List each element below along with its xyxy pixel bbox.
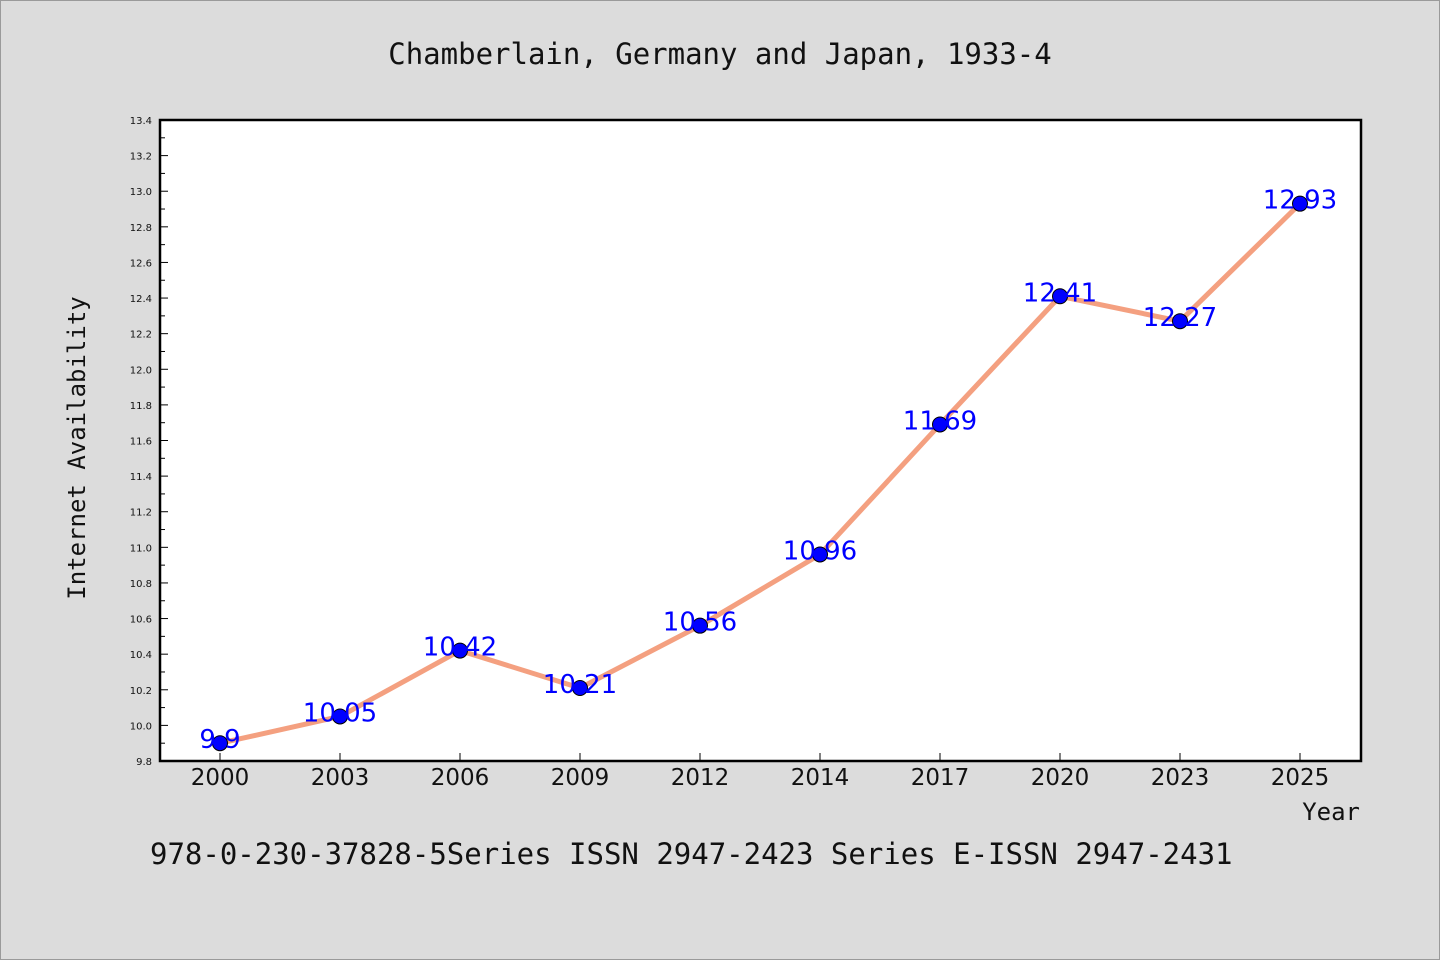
- data-label: 10.56: [663, 608, 737, 638]
- data-label: 10.05: [303, 698, 377, 728]
- x-tick-label: 2025: [1271, 765, 1330, 791]
- y-axis-label: Internet Availability: [63, 296, 91, 599]
- x-tick-label: 2012: [671, 765, 730, 791]
- data-label: 10.21: [543, 670, 617, 700]
- y-tick-label: 13.2: [130, 152, 152, 163]
- x-tick-label: 2017: [911, 765, 970, 791]
- y-axis: 9.8 10.0 10.2 10.4 10.6 10.8 11.0 11.2 11.4 11.6 1…: [130, 116, 168, 768]
- y-tick-label: 12.0: [130, 365, 152, 376]
- y-tick-label: 13.4: [130, 116, 152, 127]
- data-label: 12.93: [1263, 186, 1337, 216]
- y-tick-label: 11.4: [130, 472, 152, 483]
- y-tick-label: 12.4: [130, 294, 152, 305]
- data-label: 12.41: [1023, 278, 1097, 308]
- y-tick-label: 11.2: [130, 508, 152, 519]
- y-tick-label: 13.0: [130, 187, 152, 198]
- data-label: 10.96: [783, 536, 857, 566]
- y-tick-label: 11.6: [130, 437, 152, 448]
- data-label: 10.42: [423, 633, 497, 663]
- data-label: 9.9: [199, 725, 240, 755]
- x-tick-label: 2014: [791, 765, 850, 791]
- y-tick-label: 10.2: [130, 686, 152, 697]
- y-tick-label: 9.8: [136, 757, 152, 768]
- x-tick-label: 2020: [1031, 765, 1090, 791]
- data-point: [1172, 313, 1188, 330]
- y-tick-label: 12.8: [130, 223, 152, 234]
- x-axis-label: Year: [1302, 798, 1360, 826]
- plot-area: [158, 118, 1363, 763]
- x-tick-label: 2006: [431, 765, 490, 791]
- data-point: [692, 617, 708, 634]
- y-tick-label: 10.8: [130, 579, 152, 590]
- y-tick-label: 11.0: [130, 543, 152, 554]
- y-tick-label: 12.6: [130, 258, 152, 269]
- data-label: 11.69: [903, 406, 977, 436]
- data-point: [932, 416, 948, 433]
- x-tick-label: 2009: [551, 765, 610, 791]
- x-tick-label: 2003: [311, 765, 370, 791]
- series-line: [219, 201, 1302, 746]
- y-tick-label: 10.6: [130, 615, 152, 626]
- data-labels: 9.9 10.05 10.42 10.21 10.56 10.96 11.69 12.41 12…: [199, 186, 1337, 756]
- series-markers: [212, 195, 1308, 752]
- data-point: [212, 735, 228, 752]
- data-point: [1052, 288, 1068, 305]
- data-point: [1292, 195, 1308, 212]
- y-tick-label: 10.4: [130, 650, 152, 661]
- x-axis: 2000 2003 2006 2009 2012 2014 2017 2020 2023 2025: [191, 753, 1330, 791]
- x-tick-label: 2000: [191, 765, 250, 791]
- data-point: [572, 679, 588, 696]
- data-label: 12.27: [1143, 303, 1217, 333]
- x-tick-label: 2023: [1151, 765, 1210, 791]
- y-tick-label: 10.0: [130, 721, 152, 732]
- chart-title: Chamberlain, Germany and Japan, 1933-4: [388, 37, 1051, 71]
- y-tick-label: 11.8: [130, 401, 152, 412]
- data-point: [452, 642, 468, 659]
- y-tick-label: 12.2: [130, 330, 152, 341]
- series-polyline: [219, 201, 1302, 746]
- data-point: [332, 708, 348, 725]
- data-point: [812, 546, 828, 563]
- footer-isbn-text: 978-0-230-37828-5Series ISSN 2947-2423 S…: [150, 837, 1233, 871]
